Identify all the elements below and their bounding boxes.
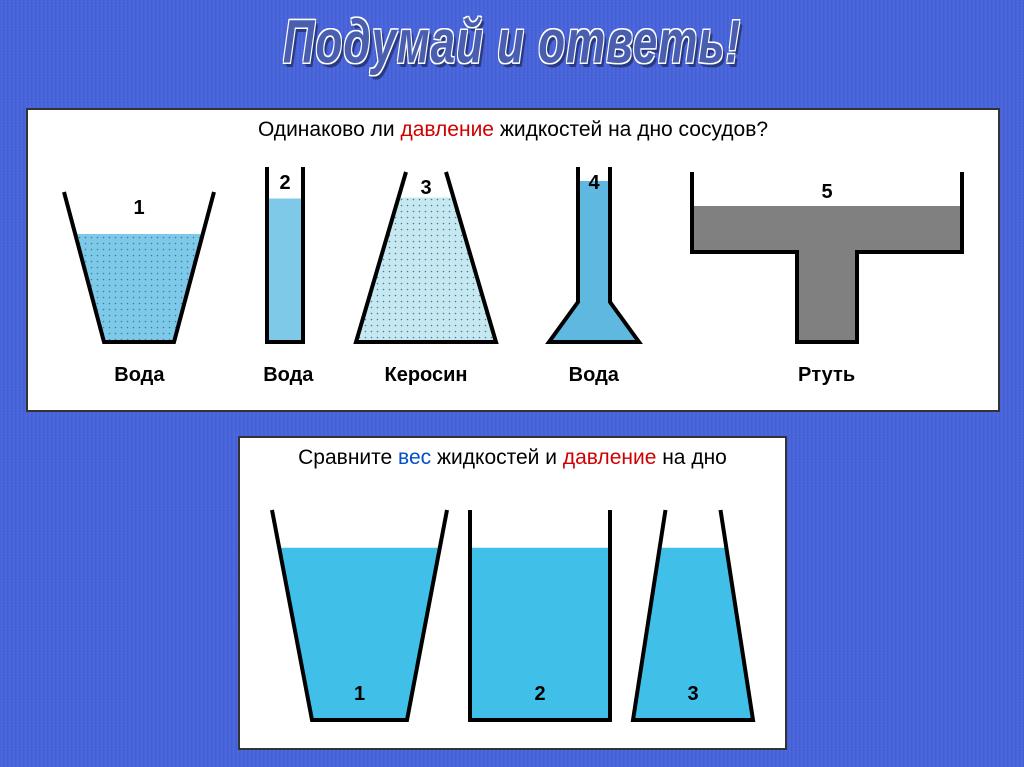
- vessel-box: 5: [688, 166, 966, 346]
- vessel-row-1: 1 2 3 4 5: [28, 146, 998, 346]
- vessel-box: 3: [352, 166, 500, 346]
- vessel-number: 4: [588, 172, 600, 194]
- question-2-text: Сравните вес жидкостей и давление на дно: [240, 438, 785, 474]
- q2-mid: жидкостей и: [431, 446, 563, 469]
- vessel-number: 1: [354, 683, 365, 705]
- page-title: Подумай и ответь!: [283, 8, 741, 78]
- vessel-cell: 4: [545, 166, 643, 346]
- question-1-text: Одинаково ли давление жидкостей на дно с…: [28, 110, 998, 146]
- vessel-label: Вода: [545, 364, 643, 387]
- vessel-number: 2: [280, 172, 291, 194]
- q2-hl1: вес: [398, 446, 431, 469]
- vessel-icon: 5: [688, 168, 966, 346]
- vessel-cell: 2: [466, 506, 614, 724]
- vessel-number: 3: [420, 177, 431, 199]
- vessel-cell: 2: [263, 166, 307, 346]
- vessel-box: 1: [60, 166, 218, 346]
- q2-prefix: Сравните: [298, 446, 398, 469]
- vessel-number: 1: [134, 197, 145, 219]
- q2-hl2: давление: [563, 446, 657, 469]
- vessel-cell: 1: [60, 166, 218, 346]
- vessel-icon: 1: [268, 506, 451, 724]
- vessel-icon: 2: [263, 163, 307, 346]
- vessel-row-2: 1 2 3: [240, 474, 785, 724]
- vessel-cell: 3: [629, 506, 757, 724]
- vessel-icon: 2: [466, 506, 614, 724]
- panel-question-2: Сравните вес жидкостей и давление на дно…: [240, 438, 785, 748]
- vessel-box: 2: [263, 166, 307, 346]
- vessel-number: 2: [534, 683, 545, 705]
- vessel-label: Ртуть: [688, 364, 966, 387]
- q1-highlight: давление: [400, 118, 494, 141]
- q1-prefix: Одинаково ли: [258, 118, 401, 141]
- panel-question-1: Одинаково ли давление жидкостей на дно с…: [28, 110, 998, 410]
- vessel-cell: 3: [352, 166, 500, 346]
- q1-suffix: жидкостей на дно сосудов?: [494, 118, 768, 141]
- vessel-icon: 1: [60, 188, 218, 346]
- vessel-number: 5: [821, 181, 832, 203]
- vessel-label: Вода: [60, 364, 218, 387]
- vessel-icon: 4: [545, 163, 643, 346]
- vessel-icon: 3: [629, 506, 757, 724]
- vessel-cell: 5: [688, 166, 966, 346]
- vessel-number: 3: [688, 683, 699, 705]
- vessel-label: Керосин: [352, 364, 500, 387]
- vessel-label: Вода: [263, 364, 307, 387]
- q2-suffix: на дно: [656, 446, 726, 469]
- vessel-cell: 1: [268, 506, 451, 724]
- label-row-1: Вода Вода Керосин Вода Ртуть: [28, 346, 998, 387]
- vessel-icon: 3: [352, 168, 500, 346]
- vessel-box: 4: [545, 166, 643, 346]
